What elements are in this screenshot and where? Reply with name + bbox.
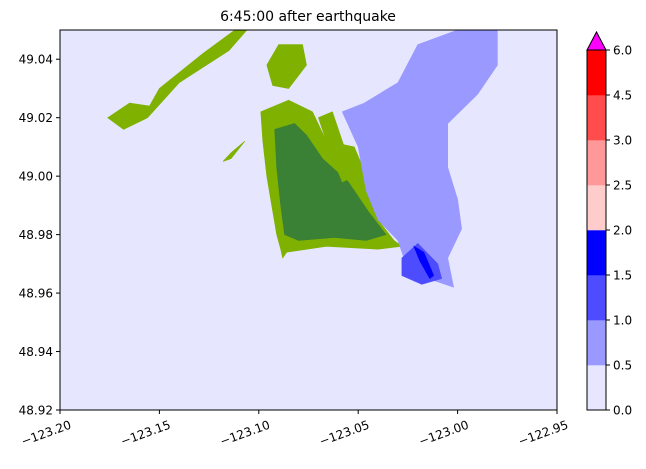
x-axis: −123.20 −123.15 −123.10 −123.05 −123.00 −122.… (19, 410, 570, 449)
y-tick-label: 49.02 (19, 111, 53, 125)
colorbar-tick-label: 2.0 (613, 224, 632, 238)
colorbar-segment (587, 230, 606, 276)
land-region-5 (318, 111, 355, 183)
land-region-4 (222, 140, 246, 162)
colorbar-segment (587, 140, 606, 186)
y-axis: 48.92 48.94 48.96 48.98 49.00 49.02 49.04 (19, 53, 60, 418)
regions-layer (107, 30, 498, 288)
y-tick-label: 48.92 (19, 404, 53, 418)
colorbar-tick-label: 3.0 (613, 134, 632, 148)
colorbar-segment (587, 365, 606, 411)
water-region-8 (413, 245, 435, 279)
y-tick-label: 49.04 (19, 53, 53, 67)
x-tick-label: −123.05 (318, 418, 372, 449)
colorbar: 0.0 0.5 1.0 1.5 2.0 2.5 3.0 4.5 6.0 (586, 30, 632, 418)
plot-area: −123.20 −123.15 −123.10 −123.05 −123.00 −122.… (19, 29, 570, 449)
colorbar-tick-label: 2.5 (613, 179, 632, 193)
colorbar-segments (587, 50, 606, 411)
x-tick-label: −123.20 (19, 418, 73, 449)
water-region-6 (341, 30, 498, 288)
colorbar-extend-max (586, 30, 607, 51)
y-tick-label: 49.00 (19, 170, 53, 184)
colorbar-segment (587, 275, 606, 321)
y-tick-label: 48.94 (19, 345, 53, 359)
colorbar-segment (587, 185, 606, 231)
colorbar-tick-label: 4.5 (613, 89, 632, 103)
y-tick-label: 48.96 (19, 287, 53, 301)
land-region-3 (107, 30, 248, 130)
colorbar-tick-label: 0.5 (613, 359, 632, 373)
x-tick-label: −122.95 (516, 418, 570, 449)
plot-frame (59, 29, 558, 411)
colorbar-tick-label: 0.0 (613, 404, 632, 418)
colorbar-segment (587, 320, 606, 366)
x-tick-label: −123.15 (119, 418, 173, 449)
colorbar-tick-label: 1.0 (613, 314, 632, 328)
colorbar-ticks: 0.0 0.5 1.0 1.5 2.0 2.5 3.0 4.5 6.0 (606, 44, 632, 418)
colorbar-tick-label: 1.5 (613, 269, 632, 283)
x-tick-label: −123.10 (218, 418, 272, 449)
y-tick-label: 48.98 (19, 228, 53, 242)
chart-title: 6:45:00 after earthquake (220, 9, 396, 25)
colorbar-tick-label: 6.0 (613, 44, 632, 58)
colorbar-segment (587, 95, 606, 141)
land-region-2 (266, 44, 307, 89)
colorbar-segment (587, 50, 606, 96)
x-tick-label: −123.00 (417, 418, 471, 449)
land-region-1 (274, 123, 387, 241)
